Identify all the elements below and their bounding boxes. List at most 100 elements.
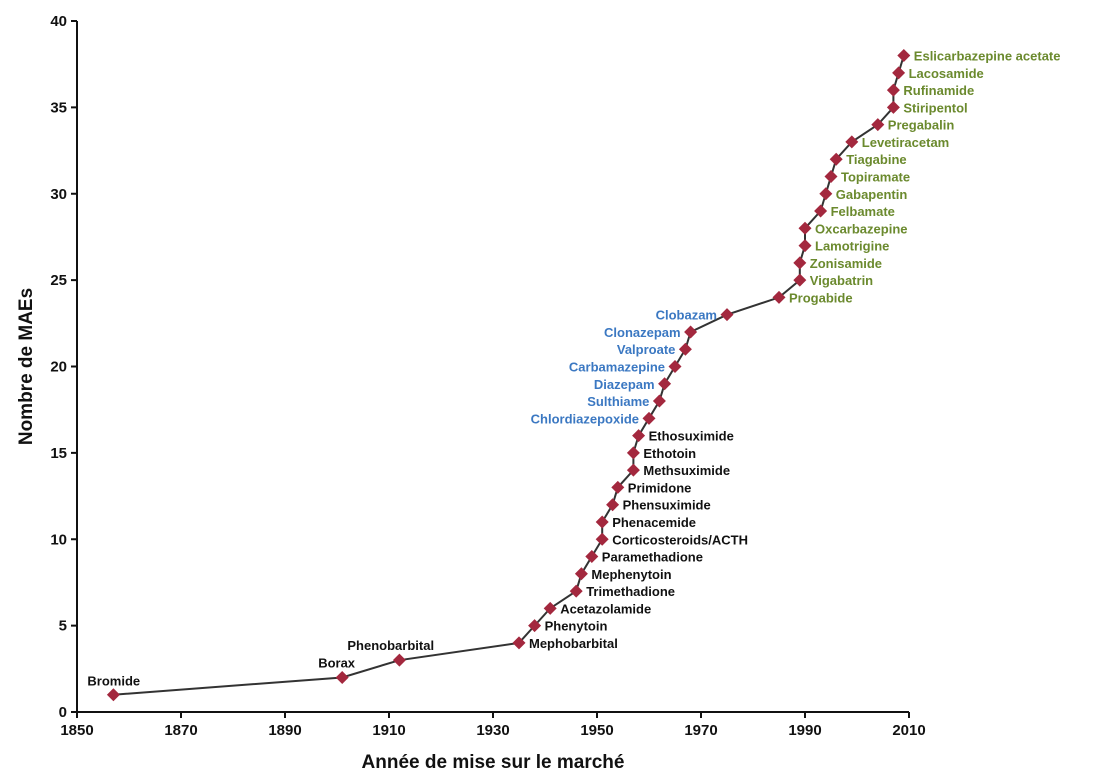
x-tick-label: 1970 bbox=[684, 722, 717, 739]
data-point-marker bbox=[335, 670, 349, 684]
y-tick-label: 20 bbox=[50, 359, 67, 376]
data-point-marker bbox=[824, 169, 838, 183]
data-point-marker bbox=[512, 636, 526, 650]
data-point-marker bbox=[611, 480, 625, 494]
data-point-marker bbox=[886, 100, 900, 114]
data-point-label: Ethotoin bbox=[643, 446, 696, 461]
data-point-label: Lamotrigine bbox=[815, 239, 889, 254]
data-point-marker bbox=[720, 308, 734, 322]
data-point-label: Carbamazepine bbox=[569, 360, 665, 375]
data-point-label: Borax bbox=[318, 655, 356, 670]
data-point-label: Vigabatrin bbox=[810, 273, 873, 288]
data-point-label: Levetiracetam bbox=[862, 135, 949, 150]
data-point-label: Acetazolamide bbox=[560, 601, 651, 616]
marker-layer bbox=[106, 49, 911, 702]
x-axis-title: Année de mise sur le marché bbox=[362, 752, 625, 773]
data-point-label: Lacosamide bbox=[909, 66, 984, 81]
data-point-marker bbox=[845, 135, 859, 149]
data-point-marker bbox=[574, 567, 588, 581]
point-label-layer: Bromide Borax Phenobarbital Mephobarbital Ph… bbox=[87, 49, 1060, 689]
data-point-label: Zonisamide bbox=[810, 256, 882, 271]
data-point-label: Ethosuximide bbox=[649, 429, 734, 444]
data-point-marker bbox=[626, 446, 640, 460]
data-point-marker bbox=[829, 152, 843, 166]
data-point-label: Clonazepam bbox=[604, 325, 681, 340]
y-axis-title: Nombre de MAEs bbox=[16, 288, 37, 445]
data-point-label: Oxcarbazepine bbox=[815, 221, 908, 236]
data-point-label: Trimethadione bbox=[586, 584, 675, 599]
y-tick-label: 25 bbox=[50, 272, 67, 289]
data-point-label: Corticosteroids/ACTH bbox=[612, 532, 748, 547]
y-tick-label: 5 bbox=[59, 618, 67, 635]
data-point-label: Phenacemide bbox=[612, 515, 696, 530]
data-point-marker bbox=[892, 66, 906, 80]
data-point-marker bbox=[569, 584, 583, 598]
data-point-marker bbox=[793, 273, 807, 287]
data-point-label: Mephenytoin bbox=[591, 567, 671, 582]
data-point-label: Mephobarbital bbox=[529, 636, 618, 651]
x-tick-label: 1930 bbox=[476, 722, 509, 739]
data-point-marker bbox=[798, 239, 812, 253]
data-point-marker bbox=[595, 515, 609, 529]
x-tick-label: 1990 bbox=[788, 722, 821, 739]
data-point-marker bbox=[772, 290, 786, 304]
y-tick-label: 40 bbox=[50, 13, 67, 30]
data-point-marker bbox=[897, 49, 911, 63]
data-point-marker bbox=[626, 463, 640, 477]
data-point-label: Sulthiame bbox=[587, 394, 649, 409]
x-tick-label: 1870 bbox=[164, 722, 197, 739]
data-point-marker bbox=[392, 653, 406, 667]
data-point-label: Diazepam bbox=[594, 377, 655, 392]
data-point-marker bbox=[819, 187, 833, 201]
data-point-label: Progabide bbox=[789, 290, 853, 305]
x-tick-label: 2010 bbox=[892, 722, 925, 739]
data-point-label: Phenytoin bbox=[545, 619, 608, 634]
data-point-label: Primidone bbox=[628, 480, 692, 495]
data-point-marker bbox=[106, 688, 120, 702]
y-tick-label: 30 bbox=[50, 186, 67, 203]
data-point-marker bbox=[595, 532, 609, 546]
series-line bbox=[113, 55, 905, 696]
data-point-label: Clobazam bbox=[656, 308, 717, 323]
series-line-layer bbox=[113, 55, 905, 696]
x-tick-label: 1910 bbox=[372, 722, 405, 739]
data-point-marker bbox=[886, 83, 900, 97]
data-point-marker bbox=[658, 377, 672, 391]
x-tick-label: 1890 bbox=[268, 722, 301, 739]
axes: 1850 1870 1890 1910 1930 1950 1970 1990 2010 0 5 10… bbox=[50, 13, 925, 739]
data-point-marker bbox=[606, 498, 620, 512]
data-point-label: Eslicarbazepine acetate bbox=[914, 49, 1061, 64]
x-tick-label: 1950 bbox=[580, 722, 613, 739]
data-point-label: Gabapentin bbox=[836, 187, 908, 202]
data-point-label: Pregabalin bbox=[888, 118, 955, 133]
data-point-label: Paramethadione bbox=[602, 550, 703, 565]
data-point-label: Tiagabine bbox=[846, 152, 906, 167]
y-tick-label: 10 bbox=[50, 531, 67, 548]
data-point-label: Bromide bbox=[87, 674, 140, 689]
data-point-marker bbox=[585, 550, 599, 564]
data-point-label: Stiripentol bbox=[903, 100, 967, 115]
data-point-marker bbox=[652, 394, 666, 408]
data-point-marker bbox=[798, 221, 812, 235]
data-point-label: Valproate bbox=[617, 342, 676, 357]
data-point-label: Methsuximide bbox=[643, 463, 730, 478]
data-point-label: Chlordiazepoxide bbox=[531, 411, 639, 426]
data-point-label: Felbamate bbox=[831, 204, 895, 219]
data-point-label: Topiramate bbox=[841, 169, 910, 184]
data-point-marker bbox=[668, 360, 682, 373]
data-point-marker bbox=[678, 342, 692, 356]
data-point-marker bbox=[793, 256, 807, 270]
y-tick-label: 35 bbox=[50, 99, 67, 116]
data-point-label: Rufinamide bbox=[903, 83, 974, 98]
y-tick-label: 0 bbox=[59, 704, 67, 721]
x-tick-label: 1850 bbox=[60, 722, 93, 739]
data-point-marker bbox=[543, 601, 557, 615]
data-point-marker bbox=[642, 411, 656, 425]
y-tick-label: 15 bbox=[50, 445, 67, 462]
data-point-marker bbox=[814, 204, 828, 218]
data-point-label: Phensuximide bbox=[623, 498, 711, 513]
data-point-marker bbox=[528, 619, 542, 633]
data-point-marker bbox=[684, 325, 698, 339]
data-point-marker bbox=[871, 118, 885, 132]
